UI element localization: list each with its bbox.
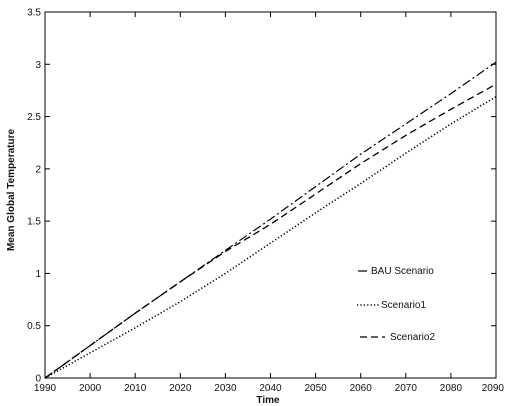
y-tick-label: 1.5 (27, 217, 41, 228)
y-tick-label: 3.5 (27, 8, 41, 19)
x-tick-label: 1990 (34, 383, 57, 394)
plot-area-frame (44, 11, 497, 379)
legend-label-0: BAU Scenario (371, 266, 434, 277)
y-tick-label: 0 (35, 374, 41, 385)
y-tick-label: 3 (35, 60, 41, 71)
y-tick-label: 2 (35, 164, 41, 175)
series-line-1 (44, 96, 497, 379)
x-axis-ticks: 1990 2000 2010 2020 2030 2040 2050 2060 2070 2080… (34, 12, 505, 394)
x-tick-label: 2090 (482, 383, 505, 394)
y-axis-label: Mean Global Temperature (6, 129, 17, 252)
y-tick-label: 1 (35, 269, 41, 280)
x-tick-label: 2070 (395, 383, 418, 394)
legend-label-1: Scenario1 (381, 300, 426, 311)
y-tick-label: 0.5 (27, 321, 41, 332)
x-tick-label: 2050 (304, 383, 327, 394)
x-tick-label: 2000 (79, 383, 102, 394)
y-tick-label: 2.5 (27, 112, 41, 123)
series-lines (44, 61, 497, 379)
y-axis-ticks: 0 0.5 1 1.5 2 2.5 3 3.5 (27, 8, 496, 385)
x-tick-label: 2060 (350, 383, 373, 394)
series-line-0 (44, 61, 497, 379)
x-tick-label: 2010 (124, 383, 147, 394)
x-axis-label: Time (256, 395, 280, 406)
legend-label-2: Scenario2 (390, 332, 435, 343)
x-tick-label: 2080 (440, 383, 463, 394)
series-line-2 (44, 83, 497, 379)
x-tick-label: 2040 (259, 383, 282, 394)
legend: BAU Scenario Scenario1 Scenario2 (357, 266, 435, 343)
x-tick-label: 2020 (169, 383, 192, 394)
x-tick-label: 2030 (214, 383, 237, 394)
